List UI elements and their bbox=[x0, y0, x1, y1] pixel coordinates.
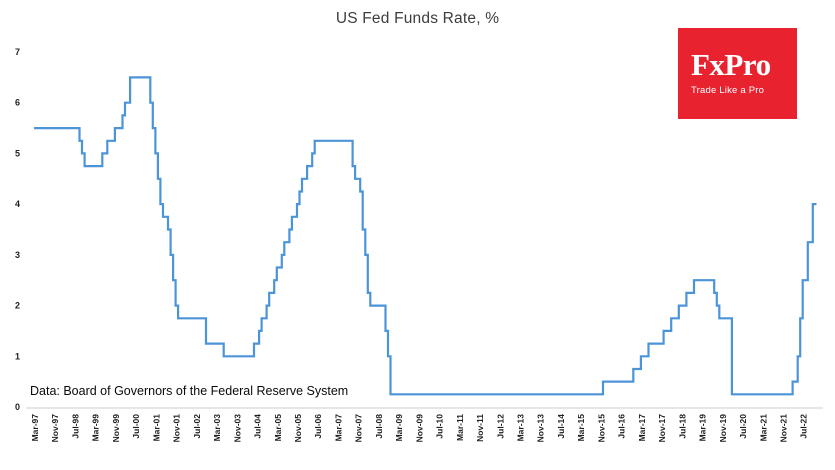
y-tick-label: 6 bbox=[15, 98, 20, 108]
chart-title: US Fed Funds Rate, % bbox=[335, 10, 500, 27]
x-tick-label: Nov-21 bbox=[778, 414, 788, 443]
x-tick-label: Nov-05 bbox=[293, 414, 303, 443]
x-tick-label: Nov-11 bbox=[475, 414, 485, 442]
x-tick-label: Mar-19 bbox=[698, 414, 708, 442]
x-tick-label: Mar-01 bbox=[151, 414, 161, 442]
x-tick-label: Jul-08 bbox=[374, 414, 384, 439]
fxpro-wordmark: FxPro bbox=[691, 47, 771, 82]
x-tick-label: Nov-99 bbox=[111, 414, 121, 443]
fxpro-tagline: Trade Like a Pro bbox=[691, 85, 765, 97]
x-tick-label: Mar-03 bbox=[212, 414, 222, 442]
x-tick-label: Jul-04 bbox=[253, 414, 263, 439]
x-tick-label: Jul-98 bbox=[70, 414, 80, 439]
y-tick-label: 0 bbox=[15, 402, 20, 412]
y-tick-label: 7 bbox=[15, 47, 20, 57]
x-tick-label: Jul-20 bbox=[738, 414, 748, 439]
x-tick-label: Mar-97 bbox=[30, 414, 40, 442]
x-tick-label: Jul-10 bbox=[435, 414, 445, 439]
x-tick-label: Nov-01 bbox=[172, 414, 182, 443]
x-tick-label: Mar-13 bbox=[516, 414, 526, 442]
source-note: Data: Board of Governors of the Federal … bbox=[30, 384, 349, 398]
x-tick-label: Jul-16 bbox=[617, 414, 627, 439]
x-tick-label: Mar-07 bbox=[333, 414, 343, 442]
x-tick-label: Jul-14 bbox=[556, 414, 566, 439]
x-tick-label: Mar-09 bbox=[394, 414, 404, 442]
x-tick-label: Nov-15 bbox=[596, 414, 606, 443]
y-tick-label: 3 bbox=[15, 250, 20, 260]
x-tick-label: Jul-12 bbox=[495, 414, 505, 439]
y-tick-label: 5 bbox=[15, 148, 20, 158]
x-tick-label: Nov-13 bbox=[536, 414, 546, 443]
x-tick-label: Nov-07 bbox=[354, 414, 364, 443]
x-tick-label: Mar-15 bbox=[576, 414, 586, 442]
x-tick-label: Mar-99 bbox=[91, 414, 101, 442]
x-tick-label: Jul-06 bbox=[313, 414, 323, 439]
x-tick-label: Jul-02 bbox=[192, 414, 202, 439]
x-tick-label: Jul-22 bbox=[799, 414, 809, 439]
y-tick-label: 2 bbox=[15, 301, 20, 311]
y-tick-label: 4 bbox=[15, 199, 20, 209]
y-tick-label: 1 bbox=[15, 351, 20, 361]
x-tick-label: Nov-97 bbox=[50, 414, 60, 443]
x-tick-label: Jul-18 bbox=[677, 414, 687, 439]
x-tick-label: Nov-03 bbox=[232, 414, 242, 443]
x-tick-label: Mar-17 bbox=[637, 414, 647, 442]
x-tick-label: Mar-21 bbox=[758, 414, 768, 442]
x-tick-label: Mar-05 bbox=[273, 414, 283, 442]
x-tick-label: Nov-17 bbox=[657, 414, 667, 443]
x-tick-label: Jul-00 bbox=[131, 414, 141, 439]
fxpro-logo: FxPro Trade Like a Pro bbox=[678, 28, 797, 119]
x-tick-label: Nov-09 bbox=[414, 414, 424, 443]
fed-funds-rate-line bbox=[34, 76, 817, 396]
x-tick-label: Nov-19 bbox=[718, 414, 728, 443]
x-tick-label: Mar-11 bbox=[455, 414, 465, 441]
